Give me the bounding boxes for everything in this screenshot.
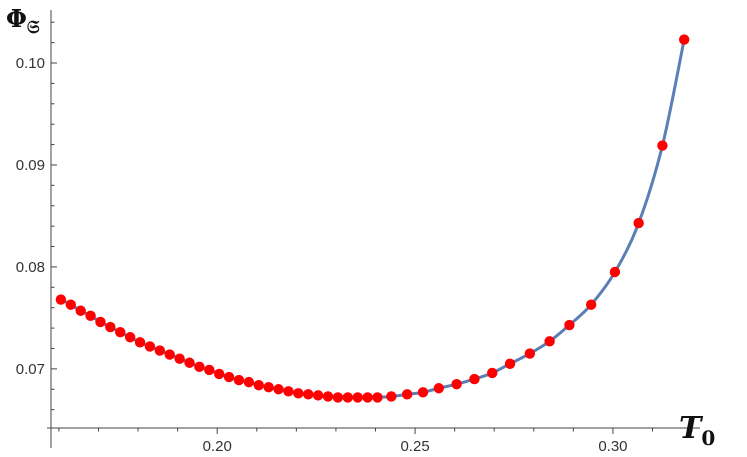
x-tick-label: 0.30 — [598, 438, 627, 455]
data-point — [204, 364, 215, 376]
data-point — [154, 345, 166, 356]
data-point — [303, 389, 314, 400]
data-points — [55, 34, 690, 403]
data-point — [105, 321, 116, 333]
data-point — [253, 379, 264, 391]
data-point — [223, 371, 235, 383]
data-point — [174, 353, 185, 364]
data-point — [55, 294, 67, 305]
y-ticks: 0.07 0.08 0.09 0.10 — [16, 21, 57, 411]
data-point — [184, 357, 195, 368]
y-tick-label: 0.09 — [16, 157, 45, 174]
data-point — [633, 217, 644, 229]
data-point — [194, 361, 205, 373]
data-point — [504, 358, 516, 369]
x-tick-label: 0.25 — [400, 438, 429, 455]
data-point — [342, 392, 353, 403]
x-axis-title: T0 — [679, 411, 715, 450]
data-point — [115, 326, 126, 338]
x-tick-label: 0.20 — [203, 438, 232, 455]
data-point — [85, 310, 96, 322]
data-point — [657, 140, 668, 151]
data-point — [433, 383, 445, 394]
data-point — [487, 367, 498, 379]
data-point — [233, 374, 245, 386]
data-point — [332, 392, 344, 403]
data-point — [451, 378, 462, 390]
data-point — [293, 388, 304, 399]
data-point — [352, 392, 363, 403]
data-point — [322, 391, 334, 402]
data-point — [65, 299, 76, 310]
y-axis-title: Φ𝔖 — [6, 4, 40, 38]
data-point — [164, 349, 175, 360]
data-point — [283, 386, 294, 397]
data-point — [401, 389, 413, 400]
data-point — [312, 390, 324, 401]
data-point — [417, 387, 429, 398]
data-point — [564, 319, 575, 331]
data-point — [243, 376, 255, 388]
data-point — [273, 384, 284, 395]
data-point — [524, 348, 536, 359]
data-point — [144, 341, 156, 352]
data-point — [678, 34, 690, 45]
data-point — [263, 382, 274, 393]
data-point — [386, 391, 397, 402]
data-point — [95, 316, 106, 328]
data-point — [213, 368, 225, 380]
data-point — [585, 299, 597, 310]
data-point — [124, 332, 136, 343]
data-point — [134, 337, 146, 348]
x-ticks: 0.20 0.25 0.30 — [58, 428, 693, 455]
data-point — [372, 392, 383, 403]
axes — [47, 10, 700, 448]
y-tick-label: 0.10 — [16, 55, 45, 72]
data-point — [75, 305, 86, 316]
data-point — [609, 266, 621, 278]
data-point — [362, 392, 373, 403]
data-point — [469, 373, 480, 385]
data-point — [544, 336, 555, 347]
y-tick-label: 0.08 — [16, 259, 45, 276]
y-tick-label: 0.07 — [16, 361, 45, 378]
